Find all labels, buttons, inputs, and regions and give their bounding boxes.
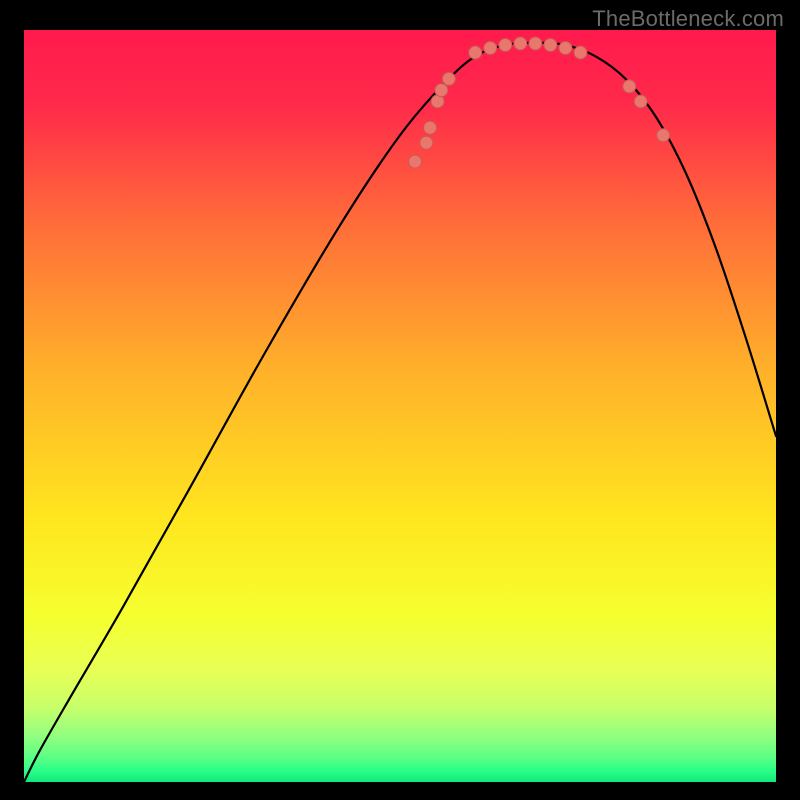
marker-dot <box>574 46 587 59</box>
marker-dot <box>420 136 433 149</box>
marker-dot <box>484 42 497 55</box>
watermark-text: TheBottleneck.com <box>592 6 784 32</box>
marker-dot <box>559 42 572 55</box>
marker-dot <box>657 129 670 142</box>
marker-dot <box>424 121 437 134</box>
marker-dot <box>634 95 647 108</box>
marker-dot <box>514 37 527 50</box>
marker-dot <box>544 39 557 52</box>
marker-dot <box>529 37 542 50</box>
marker-dot <box>435 84 448 97</box>
data-markers <box>24 30 776 782</box>
marker-dot <box>442 72 455 85</box>
plot-frame <box>24 30 776 782</box>
marker-dot <box>623 80 636 93</box>
marker-dot <box>409 155 422 168</box>
marker-dot <box>499 39 512 52</box>
marker-dot <box>469 46 482 59</box>
